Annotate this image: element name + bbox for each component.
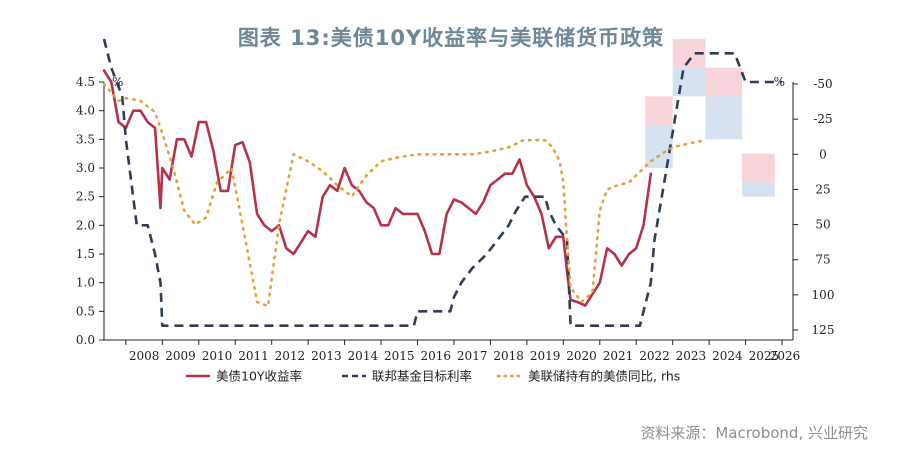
series-line-0 bbox=[102, 69, 653, 307]
y-right-tick-label-4: 50 bbox=[815, 218, 830, 232]
x-tick-label-13: 2021 bbox=[603, 349, 634, 363]
x-tick-label-6: 2014 bbox=[348, 349, 379, 363]
y-right-tick-label-1: -25 bbox=[813, 112, 832, 126]
y-left-tick-label-4: 2.5 bbox=[76, 190, 95, 204]
y-left-tick-label-2: 3.5 bbox=[76, 132, 95, 146]
y-left-tick-label-7: 1.0 bbox=[76, 276, 95, 290]
chart-title: 图表 13:美债10Y收益率与美联储货币政策 bbox=[237, 26, 665, 50]
y-right-unit: % bbox=[774, 75, 785, 89]
projection-band-lower-2 bbox=[705, 96, 742, 140]
legend-label-0: 美债10Y收益率 bbox=[216, 369, 302, 384]
projection-band-upper-3 bbox=[741, 153, 775, 183]
x-tick-label-8: 2016 bbox=[420, 349, 451, 363]
y-left-tick-label-1: 4.0 bbox=[76, 104, 95, 118]
projection-band-upper-2 bbox=[705, 67, 742, 97]
x-tick-label-11: 2019 bbox=[530, 349, 561, 363]
projection-band-upper-0 bbox=[645, 96, 673, 125]
series-line-1 bbox=[102, 38, 783, 328]
legend-label-2: 美联储持有的美债同比, rhs bbox=[528, 369, 680, 384]
series-line-2 bbox=[102, 82, 707, 308]
projection-band-lower-1 bbox=[672, 67, 706, 97]
series-layer bbox=[102, 38, 783, 328]
x-tick-label-4: 2012 bbox=[275, 349, 306, 363]
x-tick-label-16: 2024 bbox=[712, 349, 743, 363]
x-tick-label-18: 2026 bbox=[770, 349, 801, 363]
legend: 美债10Y收益率 联邦基金目标利率 美联储持有的美债同比, rhs bbox=[186, 369, 680, 384]
x-tick-label-15: 2023 bbox=[676, 349, 707, 363]
x-tick-label-0: 2008 bbox=[129, 349, 160, 363]
projection-band-lower-3 bbox=[741, 182, 775, 197]
y-right-tick-label-6: 100 bbox=[812, 288, 835, 302]
source-note: 资料来源：Macrobond, 兴业研究 bbox=[640, 424, 868, 442]
x-tick-label-14: 2022 bbox=[639, 349, 670, 363]
x-tick-label-17: 2025 bbox=[749, 349, 780, 363]
x-tick-label-7: 2015 bbox=[384, 349, 415, 363]
x-tick-label-2: 2010 bbox=[202, 349, 233, 363]
y-right-tick-label-0: -50 bbox=[813, 77, 832, 91]
x-tick-label-1: 2009 bbox=[165, 349, 196, 363]
y-left-tick-label-8: 0.5 bbox=[76, 304, 95, 318]
y-left-tick-label-3: 3.0 bbox=[76, 161, 95, 175]
x-tick-label-10: 2018 bbox=[493, 349, 524, 363]
y-left-tick-label-6: 1.5 bbox=[76, 247, 95, 261]
y-left-tick-label-0: 4.5 bbox=[76, 75, 95, 89]
y-right-tick-label-3: 25 bbox=[815, 182, 830, 196]
x-tick-label-12: 2020 bbox=[566, 349, 597, 363]
y-left-tick-label-5: 2.0 bbox=[76, 218, 95, 232]
y-left-tick-label-9: 0.0 bbox=[76, 333, 95, 347]
y-right-tick-label-2: 0 bbox=[819, 147, 827, 161]
y-right-tick-label-7: 125 bbox=[812, 323, 835, 337]
legend-label-1: 联邦基金目标利率 bbox=[372, 369, 472, 384]
projection-bands bbox=[645, 39, 775, 197]
y-right-tick-label-5: 75 bbox=[815, 253, 830, 267]
x-tick-label-9: 2017 bbox=[457, 349, 488, 363]
x-tick-label-5: 2013 bbox=[311, 349, 342, 363]
x-tick-label-3: 2011 bbox=[238, 349, 269, 363]
